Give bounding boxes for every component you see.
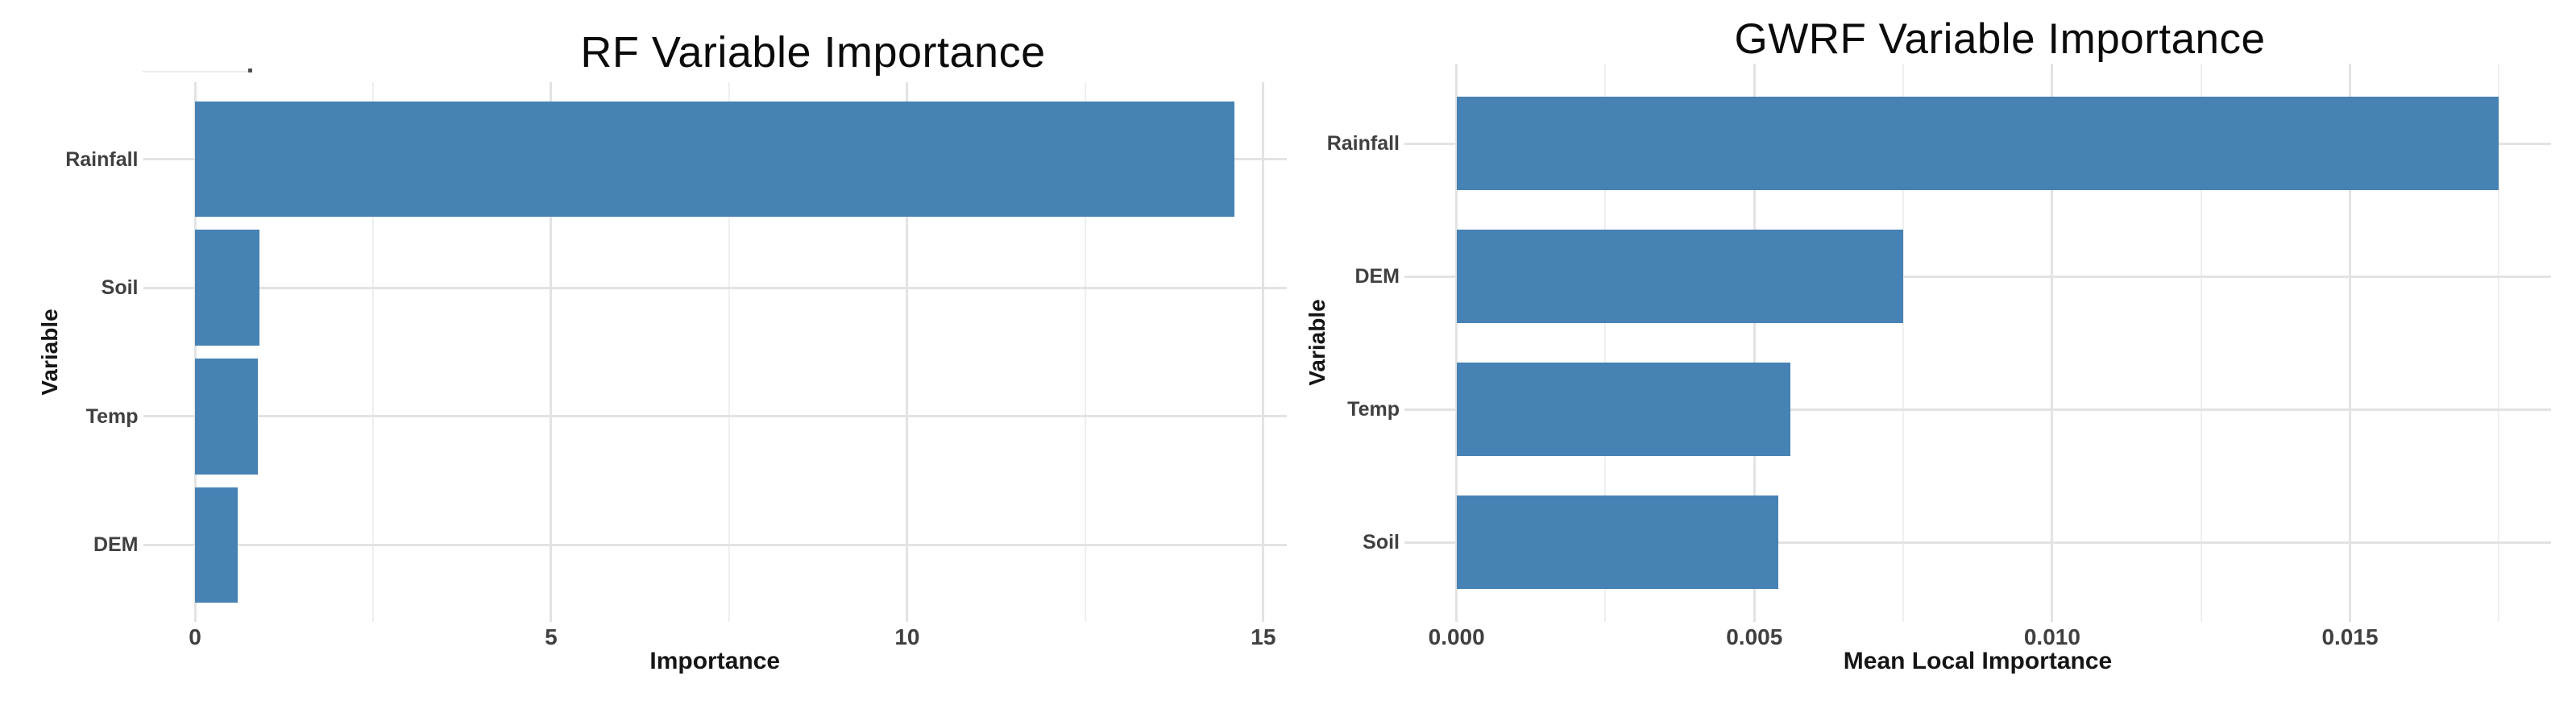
bar-temp [195, 358, 258, 475]
bar-rainfall [195, 101, 1235, 218]
grid-major-x [906, 82, 909, 622]
grid-minor-x [1902, 64, 1905, 622]
grid-minor-x [1604, 64, 1607, 622]
grid-major-y [143, 286, 1287, 289]
x-axis-title: Importance [649, 648, 781, 674]
y-tick-label: Soil [101, 276, 139, 300]
y-axis-title: Variable [1305, 299, 1329, 386]
x-tick-label: 10 [894, 624, 920, 649]
grid-major-y [1404, 541, 2551, 544]
grid-major-y [143, 415, 1287, 418]
chart-title: RF Variable Importance [580, 28, 1046, 77]
stray-mark-line [143, 71, 252, 73]
grid-minor-x [728, 82, 730, 622]
y-tick-label: DEM [93, 533, 139, 557]
grid-minor-x [1084, 82, 1086, 622]
grid-major-x [193, 82, 197, 622]
x-tick-label: 0.000 [1428, 624, 1485, 649]
grid-minor-x [2498, 64, 2500, 622]
bar-rainfall [1456, 97, 2499, 190]
x-tick-label: 0.010 [2023, 624, 2080, 649]
grid-major-x [1455, 64, 1458, 622]
grid-major-y [1404, 275, 2551, 278]
y-tick-label: Soil [1363, 531, 1400, 554]
y-tick-label: Rainfall [65, 147, 139, 171]
chart-title: GWRF Variable Importance [1734, 15, 2266, 63]
y-axis-title: Variable [37, 309, 62, 396]
grid-minor-x [371, 82, 374, 622]
stray-mark-dot [248, 68, 252, 73]
grid-major-y [1404, 408, 2551, 411]
grid-major-y [143, 543, 1287, 546]
bar-temp [1456, 363, 1790, 456]
x-tick-label: 0 [189, 624, 201, 649]
bar-soil [195, 230, 259, 346]
bar-dem [195, 487, 239, 603]
grid-major-x [2349, 64, 2351, 622]
x-tick-label: 5 [545, 624, 558, 649]
x-tick-label: 0.015 [2321, 624, 2379, 649]
y-tick-label: Temp [85, 404, 139, 428]
y-tick-label: DEM [1354, 265, 1400, 288]
x-tick-label: 0.005 [1726, 624, 1783, 649]
grid-major-x [1262, 82, 1265, 622]
y-tick-label: Temp [1347, 398, 1400, 421]
grid-major-x [1753, 64, 1756, 622]
bar-soil [1456, 495, 1778, 589]
y-tick-label: Rainfall [1326, 132, 1400, 155]
grid-minor-x [2200, 64, 2202, 622]
x-tick-label: 15 [1251, 624, 1276, 649]
bar-dem [1456, 230, 1904, 323]
x-axis-title: Mean Local Importance [1843, 648, 2113, 674]
grid-major-x [2051, 64, 2054, 622]
grid-major-x [550, 82, 553, 622]
